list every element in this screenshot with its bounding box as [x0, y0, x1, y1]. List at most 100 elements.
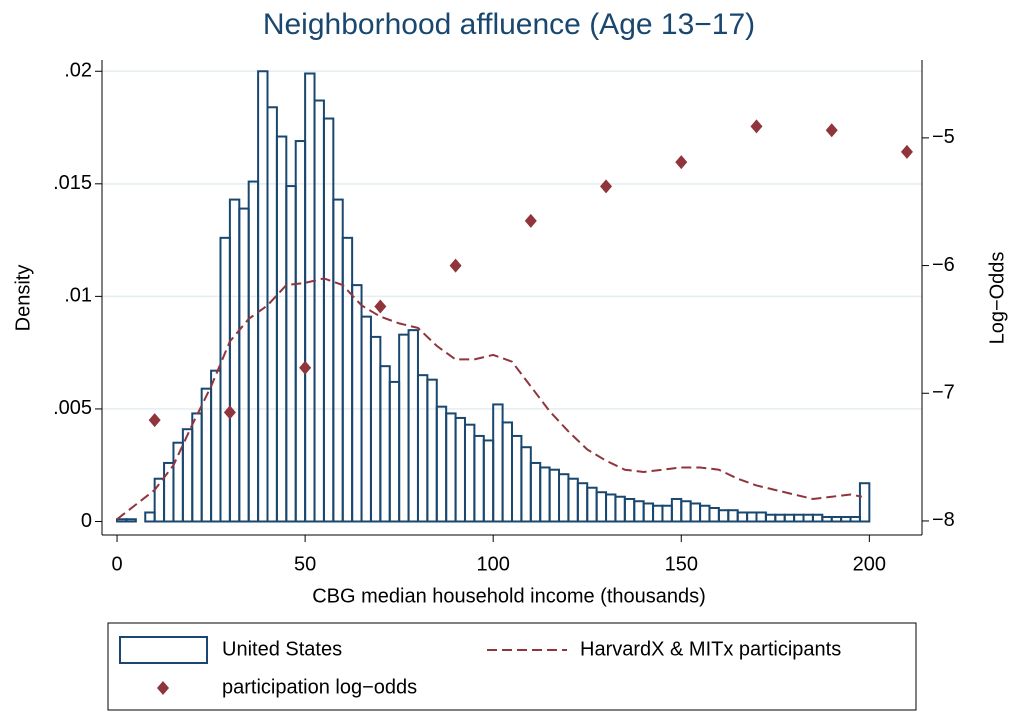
histogram-bar	[125, 518, 137, 523]
scatter-point	[449, 258, 462, 273]
histogram-bar	[811, 513, 824, 523]
histogram-bar	[511, 434, 523, 523]
scatter-point	[148, 413, 161, 428]
y-tick-label: 0	[81, 510, 92, 532]
histogram-bar	[793, 513, 805, 523]
histogram-bar	[708, 506, 720, 523]
scatter-point	[524, 213, 537, 228]
histogram-bar	[426, 378, 438, 523]
histogram-bar	[210, 369, 222, 523]
histogram-bar	[332, 198, 344, 523]
histogram-bar	[764, 513, 777, 523]
scatter-point	[223, 405, 236, 420]
histogram-bar	[595, 491, 608, 523]
histogram-bar	[116, 518, 128, 523]
histogram-bar	[652, 504, 664, 523]
histogram-bar	[558, 473, 570, 523]
x-axis-title: CBG median household income (thousands)	[312, 585, 706, 607]
histogram-bar	[821, 515, 833, 523]
histogram-bar	[181, 428, 194, 523]
histogram-bar	[642, 502, 655, 523]
histogram-bar	[858, 482, 871, 523]
chart-title: Neighborhood affluence (Age 13−17)	[263, 8, 755, 41]
histogram-bar	[369, 335, 382, 523]
y2-tick-label: −7	[932, 382, 955, 404]
histogram-bar	[548, 468, 561, 523]
x-tick-label: 100	[477, 553, 510, 575]
histogram-bar	[144, 511, 156, 523]
histogram-bar	[633, 500, 645, 523]
scatter-point	[600, 179, 613, 194]
histogram-bar	[388, 380, 401, 523]
histogram-bar	[501, 421, 514, 523]
histogram-bar	[623, 497, 636, 523]
scatter-point	[299, 360, 312, 375]
histogram-bar	[567, 477, 579, 523]
histogram-bar	[586, 486, 598, 523]
histogram-bar	[680, 500, 692, 523]
histogram-bar	[699, 504, 711, 523]
density-line	[116, 277, 863, 521]
y-tick-label: .005	[53, 397, 92, 419]
histogram-bar	[774, 513, 786, 523]
histogram-bar	[783, 513, 796, 523]
histogram-bar	[689, 502, 702, 523]
histogram-bar	[407, 329, 419, 523]
histogram-bar	[398, 333, 410, 523]
histogram-bar	[238, 207, 250, 523]
histogram-bar	[576, 482, 589, 523]
histogram-bar	[670, 497, 683, 523]
histogram-bar	[727, 509, 739, 523]
histogram-bar	[379, 365, 391, 523]
histogram-bar	[304, 72, 316, 523]
histogram-bar	[191, 412, 203, 523]
scatter-point	[750, 119, 763, 134]
histogram-bar	[849, 515, 861, 523]
histogram-bar	[313, 99, 325, 523]
y2-tick-label: −5	[932, 126, 955, 148]
histogram-bar	[492, 403, 504, 523]
x-tick-label: 200	[853, 553, 886, 575]
y-tick-label: .01	[64, 285, 92, 307]
histogram-bar	[746, 511, 758, 523]
histogram-bar	[351, 284, 363, 523]
scatter-point	[675, 155, 688, 170]
histogram-bar	[717, 509, 730, 523]
histogram-bar	[605, 493, 617, 523]
histogram-bar	[463, 423, 476, 523]
legend-label: United States	[222, 638, 342, 660]
histogram-bar	[445, 412, 457, 523]
x-tick-label: 0	[111, 553, 122, 575]
x-tick-label: 150	[665, 553, 698, 575]
y2-tick-label: −6	[932, 254, 955, 276]
histogram-bar	[341, 236, 354, 523]
legend-label: participation log−odds	[222, 676, 417, 698]
histogram-bar	[830, 515, 843, 523]
y-axis-title: Density	[12, 265, 34, 332]
histogram-bar	[520, 446, 532, 523]
histogram-bar	[228, 198, 241, 523]
histogram-bar	[435, 405, 448, 523]
histogram-bar	[529, 461, 542, 523]
histogram-bar	[322, 117, 335, 523]
histogram-bar	[755, 511, 767, 523]
histogram-bar	[266, 106, 278, 523]
histogram-bar	[294, 140, 307, 523]
histogram-bar	[219, 236, 231, 523]
histogram-bar	[539, 466, 551, 523]
y-tick-label: .02	[64, 60, 92, 82]
histogram-bar	[275, 135, 288, 523]
scatter-point	[825, 123, 838, 138]
histogram-bar	[360, 315, 372, 523]
histogram-bar	[736, 511, 749, 523]
histogram-bar	[482, 439, 495, 523]
histogram-bar	[614, 495, 626, 523]
legend-swatch	[119, 636, 208, 664]
y2-tick-label: −8	[932, 509, 955, 531]
histogram-bar	[163, 461, 175, 523]
y-tick-label: .015	[53, 172, 92, 194]
histogram-bar	[416, 374, 429, 523]
histogram-bar	[285, 185, 297, 523]
legend-box	[107, 622, 917, 711]
